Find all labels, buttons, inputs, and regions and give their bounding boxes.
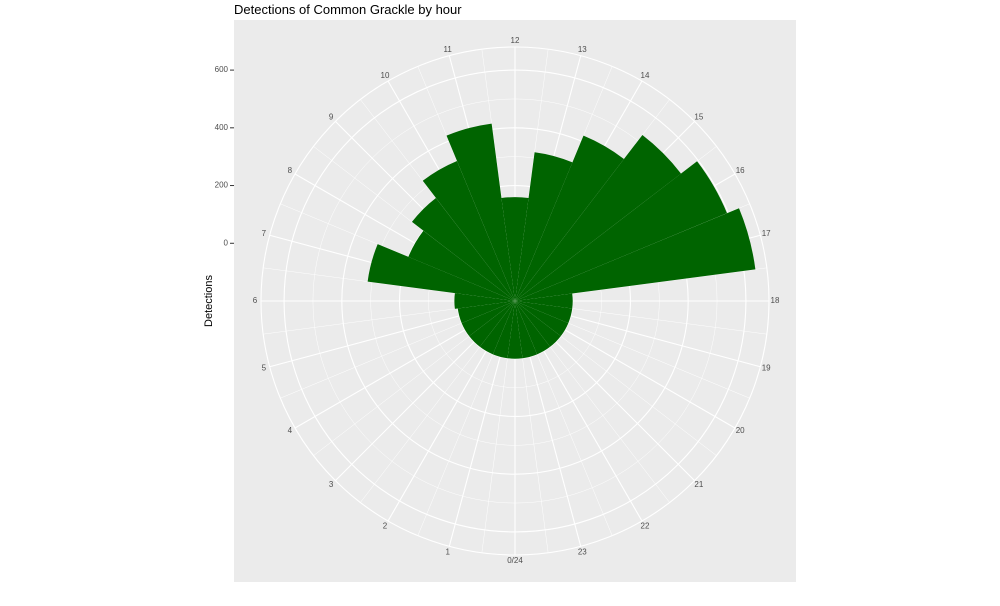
bar-hour-2 [479,301,515,355]
hour-tick-label: 22 [641,521,650,530]
bar-hour-4 [461,301,515,337]
bar-hour-22 [515,301,551,355]
hour-tick-label: 19 [762,363,771,372]
y-axis: 0 200 400 600 [215,65,234,247]
bar-hour-17 [515,208,756,301]
hour-tick-label: 14 [641,71,650,80]
bar-hour-5 [457,301,515,324]
bar-hour-20 [515,301,569,337]
hour-tick-label: 7 [262,229,267,238]
bar-hour-23 [515,301,538,359]
hour-tick-label: 18 [771,296,780,305]
bar-hour-18 [515,293,573,309]
hour-tick-label: 8 [288,166,293,175]
bar-hour-12 [501,197,529,301]
hour-tick-label: 23 [578,547,587,556]
y-tick-label: 200 [215,181,229,190]
hour-tick-label: 21 [694,480,703,489]
y-tick-label: 0 [224,238,229,247]
hour-tick-label: 3 [329,480,334,489]
hour-tick-label: 13 [578,45,587,54]
y-axis-label: Detections [203,275,215,327]
bar-hour-9 [411,197,515,301]
hour-tick-label: 2 [383,521,388,530]
hour-tick-labels: 0/24123456789101112131415161718192021222… [253,36,780,565]
bar-hour-14 [515,135,624,301]
y-tick-label: 400 [215,123,229,132]
bar-hour-21 [515,301,561,347]
bar-hour-7 [367,244,515,301]
hour-tick-label: 6 [253,296,258,305]
chart-title: Detections of Common Grackle by hour [234,2,462,17]
bar-hour-13 [515,152,573,301]
hour-tick-label: 9 [329,112,334,121]
hour-tick-label: 11 [444,45,453,54]
hour-tick-label: 12 [511,36,520,45]
bar-hour-19 [515,301,573,324]
bar-hour-8 [408,230,515,301]
bar-hour-0 [507,301,523,359]
hour-tick-label: 0/24 [507,556,523,565]
hour-tick-label: 10 [381,71,390,80]
hour-tick-label: 1 [445,547,450,556]
bar-hour-16 [515,161,727,301]
bars-group [367,123,756,359]
bar-hour-10 [422,161,515,301]
hour-tick-label: 16 [736,166,745,175]
y-tick-label: 600 [215,65,229,74]
bar-hour-6 [454,293,515,309]
bar-hour-11 [446,123,515,301]
bar-hour-3 [469,301,515,347]
hour-tick-label: 5 [262,363,267,372]
bar-hour-1 [492,301,515,359]
hour-tick-label: 4 [288,426,293,435]
hour-tick-label: 17 [762,229,771,238]
bar-hour-15 [515,134,682,301]
hour-tick-label: 20 [736,426,745,435]
hour-tick-label: 15 [694,112,703,121]
